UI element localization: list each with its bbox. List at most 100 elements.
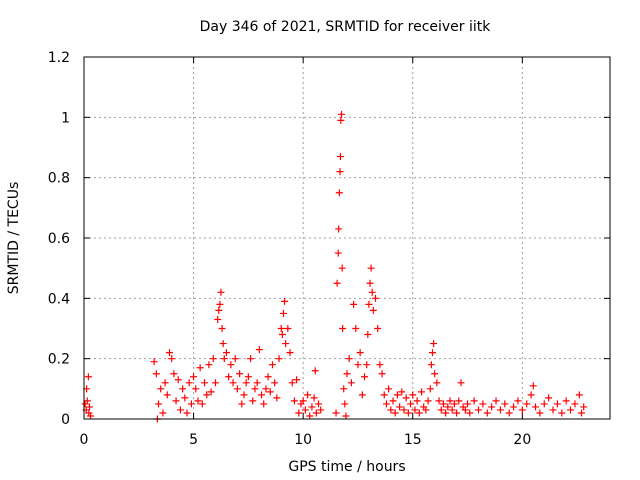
data-point xyxy=(580,403,588,411)
data-point xyxy=(505,409,513,417)
data-point xyxy=(385,385,393,393)
data-point xyxy=(356,349,364,357)
data-point xyxy=(258,391,266,399)
data-point xyxy=(311,367,319,375)
data-point xyxy=(159,409,167,417)
data-point xyxy=(347,379,355,387)
data-point xyxy=(225,373,233,381)
data-point xyxy=(242,379,250,387)
data-point xyxy=(391,409,399,417)
data-point xyxy=(264,373,272,381)
data-point xyxy=(286,349,294,357)
data-point xyxy=(422,406,430,414)
data-point xyxy=(238,400,246,408)
data-point xyxy=(218,325,226,332)
data-point xyxy=(85,403,93,411)
data-point xyxy=(266,388,274,396)
data-point xyxy=(216,300,224,308)
data-point xyxy=(496,406,504,414)
data-point xyxy=(253,379,261,387)
data-point xyxy=(170,370,178,378)
data-point xyxy=(260,400,268,408)
data-point xyxy=(527,391,535,399)
y-tick-label: 0.8 xyxy=(48,171,70,187)
data-point xyxy=(444,403,452,411)
x-tick-label: 10 xyxy=(294,432,312,448)
data-point xyxy=(488,403,496,411)
data-point xyxy=(304,391,312,399)
data-point xyxy=(87,412,95,420)
data-point xyxy=(358,391,366,399)
data-point xyxy=(409,391,417,399)
y-tick-label: 1 xyxy=(61,110,70,126)
x-axis-label: GPS time / hours xyxy=(288,459,405,475)
data-point xyxy=(382,400,390,408)
x-tick-label: 0 xyxy=(80,432,89,448)
data-point xyxy=(400,406,408,414)
data-point xyxy=(279,309,287,317)
data-point xyxy=(389,397,397,405)
data-point xyxy=(247,355,255,363)
data-point xyxy=(249,397,257,405)
data-point xyxy=(479,400,487,408)
data-point xyxy=(364,331,372,339)
data-point xyxy=(215,306,223,314)
data-point xyxy=(380,391,388,399)
data-point xyxy=(345,355,353,363)
data-point xyxy=(363,361,371,369)
data-point xyxy=(155,400,163,408)
data-point xyxy=(214,315,222,323)
data-point xyxy=(262,385,270,393)
data-point xyxy=(338,264,346,272)
data-point xyxy=(271,379,279,387)
data-point xyxy=(430,340,438,348)
data-point xyxy=(415,409,423,417)
data-point xyxy=(435,397,443,405)
data-point xyxy=(217,288,225,296)
data-point xyxy=(393,391,401,399)
data-point xyxy=(336,168,344,176)
data-point xyxy=(333,279,341,287)
data-point xyxy=(212,379,219,387)
data-points xyxy=(81,110,588,423)
data-point xyxy=(431,370,439,378)
data-point xyxy=(219,340,227,348)
data-point xyxy=(251,385,259,393)
data-point xyxy=(371,294,379,302)
data-point xyxy=(293,376,301,384)
data-point xyxy=(368,288,376,296)
data-point xyxy=(455,397,463,405)
data-point xyxy=(301,406,309,414)
data-point xyxy=(227,361,235,369)
data-point xyxy=(549,406,557,414)
data-point xyxy=(194,397,202,405)
data-point xyxy=(290,397,298,405)
data-point xyxy=(336,153,344,161)
data-point xyxy=(424,397,432,405)
data-point xyxy=(352,325,360,332)
x-tick-label: 20 xyxy=(513,432,531,448)
data-point xyxy=(198,400,206,408)
data-point xyxy=(446,397,454,405)
axis-ticks: 0 0.2 0.4 0.6 0.8 1 1.2 0 5 10 15 20 xyxy=(48,50,610,448)
data-point xyxy=(367,264,375,272)
data-point xyxy=(350,300,358,308)
data-point xyxy=(83,397,91,405)
data-point xyxy=(475,406,482,414)
data-point xyxy=(157,385,165,393)
data-point xyxy=(540,400,548,408)
data-point xyxy=(453,409,461,417)
data-point xyxy=(341,400,349,408)
data-point xyxy=(174,376,182,384)
grid-lines xyxy=(84,57,610,419)
data-point xyxy=(483,409,491,417)
data-point xyxy=(176,406,184,414)
data-point xyxy=(150,358,158,366)
data-point xyxy=(312,409,320,417)
data-point xyxy=(562,397,570,405)
data-point xyxy=(464,400,472,408)
y-axis-label: SRMTID / TECUs xyxy=(6,182,22,295)
data-point xyxy=(284,325,292,332)
data-point xyxy=(181,394,189,402)
